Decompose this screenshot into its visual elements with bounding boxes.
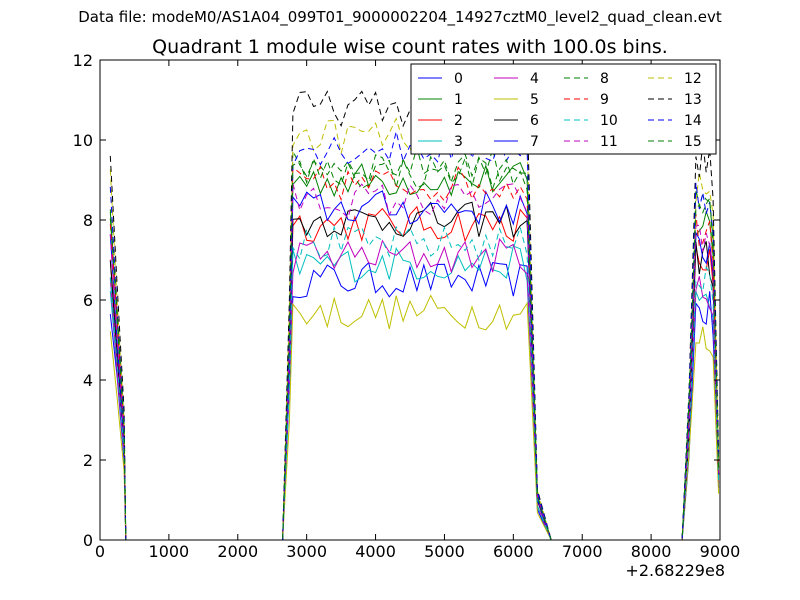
series-line-15 — [109, 155, 720, 541]
x-tick-label: 9000 — [700, 542, 741, 561]
x-tick-label: 8000 — [631, 542, 672, 561]
x-tick-label: 7000 — [562, 542, 603, 561]
series-line-5 — [109, 294, 720, 541]
y-tick-label: 12 — [73, 51, 93, 70]
y-tick-label: 4 — [83, 371, 93, 390]
legend-label-8: 8 — [600, 71, 609, 87]
series-line-12 — [109, 117, 720, 541]
legend-label-4: 4 — [530, 71, 539, 87]
y-tick-label: 8 — [83, 211, 93, 230]
x-tick-label: 0 — [95, 542, 105, 561]
legend-label-14: 14 — [684, 113, 702, 129]
legend-label-9: 9 — [600, 92, 609, 108]
legend-box — [410, 63, 717, 155]
x-tick-label: 5000 — [424, 542, 465, 561]
supertitle: Data file: modeM0/AS1A04_099T01_90000022… — [78, 8, 722, 26]
series-line-3 — [109, 245, 720, 541]
y-tick-label: 2 — [83, 451, 93, 470]
series-line-14 — [109, 130, 720, 541]
x-tick-label: 2000 — [217, 542, 258, 561]
y-tick-label: 6 — [83, 291, 93, 310]
x-tick-label: 3000 — [286, 542, 327, 561]
series-line-4 — [109, 237, 720, 541]
axis-ticks: 0 1000 2000 3000 4000 5000 6000 7000 8000 9000 0 2 4… — [73, 51, 741, 561]
series-line-8 — [109, 145, 720, 541]
legend-label-12: 12 — [684, 71, 702, 87]
series-line-0 — [109, 261, 720, 541]
y-tick-label: 10 — [73, 131, 93, 150]
legend-label-1: 1 — [454, 92, 463, 108]
plot-lines — [109, 88, 720, 541]
legend-label-11: 11 — [600, 134, 618, 150]
legend-label-10: 10 — [600, 113, 618, 129]
x-offset-label: +2.68229e8 — [625, 561, 725, 580]
legend-label-0: 0 — [454, 71, 463, 87]
legend-label-7: 7 — [530, 134, 539, 150]
x-tick-label: 1000 — [149, 542, 190, 561]
series-line-11 — [109, 183, 720, 541]
legend-label-6: 6 — [530, 113, 539, 129]
series-line-7 — [109, 190, 720, 541]
legend-label-5: 5 — [530, 92, 539, 108]
legend-label-13: 13 — [684, 92, 702, 108]
chart-title: Quadrant 1 module wise count rates with … — [152, 36, 668, 58]
series-line-6 — [109, 201, 720, 541]
legend-label-3: 3 — [454, 134, 463, 150]
series-line-9 — [109, 165, 720, 541]
x-tick-label: 4000 — [355, 542, 396, 561]
legend-label-2: 2 — [454, 113, 463, 129]
legend-label-15: 15 — [684, 134, 702, 150]
y-tick-label: 0 — [83, 531, 93, 550]
x-tick-label: 6000 — [493, 542, 534, 561]
